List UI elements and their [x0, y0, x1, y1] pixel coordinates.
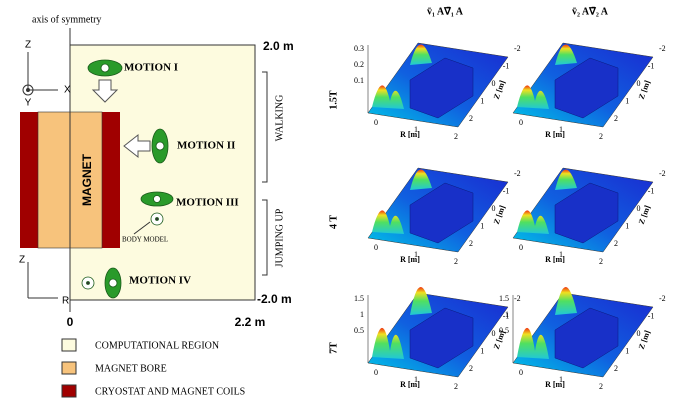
axis-x: X [64, 85, 71, 96]
r-tick: 0 [374, 118, 378, 127]
column-header: v̄₂ A∇̄₂ A [572, 6, 609, 17]
z-tick: 1 [625, 346, 629, 355]
motion-label: MOTION I [124, 62, 178, 74]
peak [555, 287, 577, 315]
v-tick: 1 [505, 310, 509, 319]
z-tick: 1 [625, 96, 629, 105]
z-tick: 2 [614, 364, 618, 373]
z-tick: -2 [659, 294, 666, 303]
v-tick: 0.5 [499, 326, 509, 335]
z-tick: -2 [659, 44, 666, 53]
column-header: v̄₁ A∇̄₁ A [427, 6, 464, 17]
row-label: 7T [328, 342, 339, 354]
r-tick: 0 [374, 368, 378, 377]
r-tick: 2 [454, 382, 458, 391]
r-tick: 0 [519, 368, 523, 377]
walking-label: WALKING [274, 95, 285, 142]
z-tick: 2 [469, 364, 473, 373]
r-label: R [m] [545, 380, 565, 389]
z-tick: 2 [469, 114, 473, 123]
z-tick: -2 [514, 294, 521, 303]
z-tick: 1 [480, 221, 484, 230]
r-tick: 0 [519, 118, 523, 127]
legend-swatch [62, 385, 76, 397]
legend-label: CRYOSTAT AND MAGNET COILS [95, 386, 245, 397]
z-tick: -2 [659, 169, 666, 178]
axis-r: R [62, 296, 69, 307]
v-tick: 0.3 [354, 44, 364, 53]
body-model: BODY MODEL [122, 236, 168, 244]
r-label: R [m] [400, 130, 420, 139]
r-tick: 2 [599, 257, 603, 266]
z-tick: -2 [514, 169, 521, 178]
legend-label: COMPUTATIONAL REGION [95, 340, 219, 351]
v-tick: 1.5 [499, 294, 509, 303]
legend-label: MAGNET BORE [95, 363, 167, 374]
brackets [262, 72, 267, 275]
z-bottom: -2.0 m [257, 292, 292, 306]
axis-z: Z [25, 40, 31, 51]
z-tick: -1 [503, 186, 510, 195]
r-label: R [m] [545, 130, 565, 139]
z-tick: 2 [614, 239, 618, 248]
v-tick: 1.5 [354, 294, 364, 303]
figure: axis of symmetry 2.0 m -2.0 m 0 2.2 m MA… [0, 0, 674, 403]
z-tick: -1 [648, 61, 655, 70]
r-tick: 0 [519, 243, 523, 252]
legend-swatch [62, 362, 76, 374]
axis-label: axis of symmetry [32, 14, 101, 25]
r-label: R [m] [400, 255, 420, 264]
z-tick: -2 [514, 44, 521, 53]
r-tick: 2 [454, 257, 458, 266]
peak [410, 287, 432, 315]
z-tick: -1 [648, 311, 655, 320]
z-tick: 2 [469, 239, 473, 248]
axis-y: Y [25, 98, 32, 109]
magnet-label: MAGNET [80, 153, 94, 206]
r-end: 2.2 m [235, 315, 266, 329]
r-tick: 2 [599, 382, 603, 391]
z-top: 2.0 m [263, 39, 294, 53]
v-tick: 0.1 [354, 76, 364, 85]
row-label: 4 T [328, 215, 339, 229]
axis-z2: Z [19, 255, 25, 266]
v-tick: 0.5 [354, 326, 364, 335]
z-tick: 1 [625, 221, 629, 230]
motion-label: MOTION IV [129, 275, 191, 287]
motion-label: MOTION III [176, 197, 239, 209]
row-label: 1.5T [328, 90, 339, 110]
r-label: R [m] [400, 380, 420, 389]
z-tick: -1 [503, 61, 510, 70]
r-label: R [m] [545, 255, 565, 264]
v-tick: 1 [360, 310, 364, 319]
jumping-label: JUMPING UP [274, 208, 285, 267]
z-tick: -1 [648, 186, 655, 195]
r-tick: 2 [454, 132, 458, 141]
z-tick: 1 [480, 96, 484, 105]
motion-label: MOTION II [177, 140, 235, 152]
v-tick: 0.2 [354, 60, 364, 69]
legend-swatch [62, 339, 76, 351]
r-tick: 0 [374, 243, 378, 252]
r-start: 0 [67, 315, 74, 329]
r-tick: 2 [599, 132, 603, 141]
z-tick: 1 [480, 346, 484, 355]
z-tick: 2 [614, 114, 618, 123]
